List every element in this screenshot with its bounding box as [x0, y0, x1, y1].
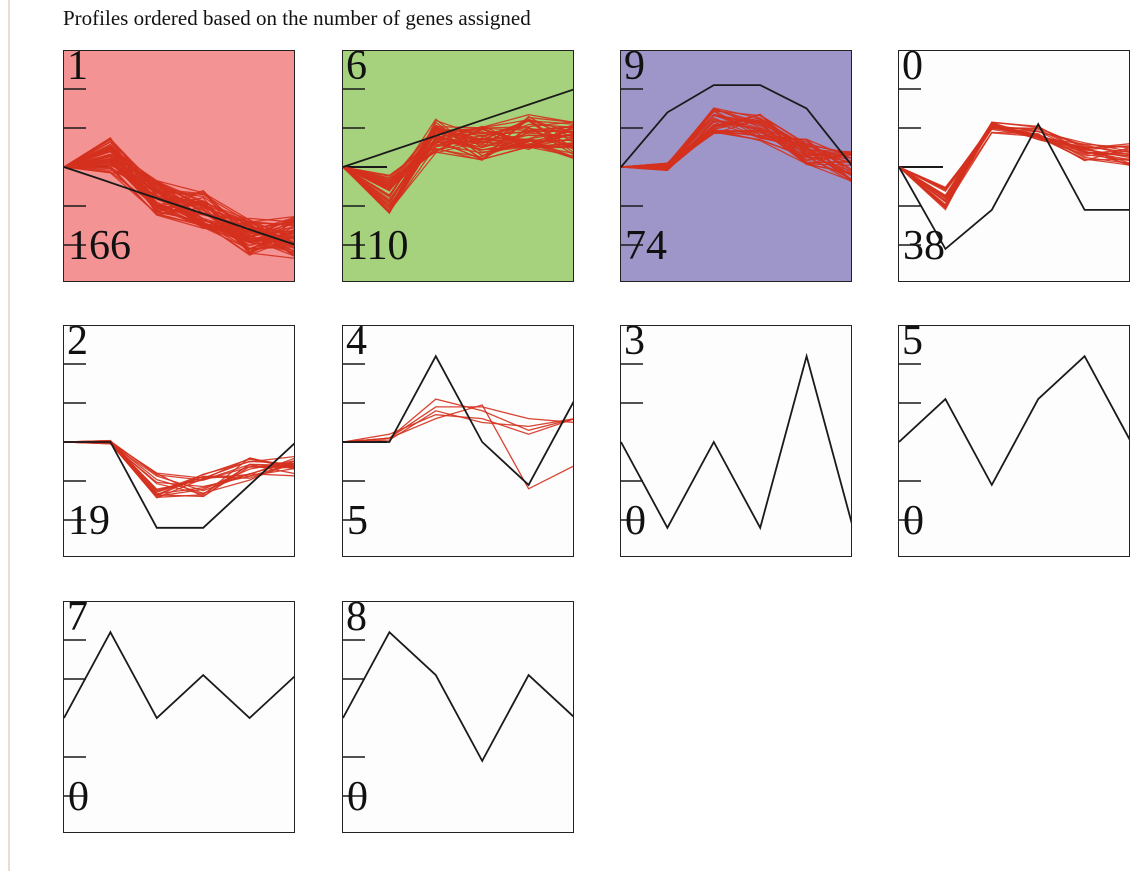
- profile-id-label: 9: [624, 50, 645, 89]
- gene-line: [64, 441, 294, 499]
- gene-line: [343, 128, 573, 213]
- profile-plot-7: [64, 630, 294, 797]
- profile-id-label: 6: [346, 50, 367, 89]
- gene-line: [621, 117, 851, 176]
- profile-panel-1: 1 166: [63, 50, 295, 282]
- gene-line: [343, 127, 573, 189]
- gene-line: [899, 126, 1129, 199]
- profile-id-label: 2: [67, 325, 88, 364]
- profile-plot-5: [899, 354, 1129, 521]
- profile-id-label: 3: [624, 325, 645, 364]
- left-rule: [8, 0, 10, 871]
- genes-assigned-label: 38: [903, 223, 945, 269]
- model-profile-line: [343, 88, 573, 168]
- genes-assigned-label: 166: [68, 223, 131, 269]
- gene-line: [343, 414, 573, 443]
- model-profile-line: [621, 352, 851, 531]
- gene-line: [899, 132, 1129, 208]
- genes-assigned-label: 5: [347, 498, 368, 544]
- gene-line: [343, 127, 573, 207]
- genes-assigned-label: 0: [625, 498, 646, 544]
- gene-line: [64, 163, 294, 226]
- model-profile-line: [899, 354, 1129, 487]
- model-profile-line: [343, 354, 573, 487]
- gene-line: [64, 141, 294, 250]
- profile-id-label: 1: [67, 50, 88, 89]
- gene-line: [64, 441, 294, 497]
- profile-plot-2: [64, 363, 294, 529]
- profile-plot-0: [899, 88, 1129, 251]
- genes-assigned-label: 74: [625, 223, 667, 269]
- profile-plot-4: [343, 354, 573, 521]
- profile-panel-2: 2 19: [63, 325, 295, 557]
- profile-plot-9: [621, 84, 851, 246]
- gene-line: [899, 121, 1129, 211]
- genes-assigned-label: 0: [903, 498, 924, 544]
- genes-assigned-label: 0: [68, 774, 89, 820]
- profile-panel-0: 0 38: [898, 50, 1130, 282]
- gene-line: [64, 441, 294, 498]
- page-title: Profiles ordered based on the number of …: [63, 6, 531, 30]
- genes-assigned-label: 110: [347, 223, 409, 269]
- profile-id-label: 4: [346, 325, 367, 364]
- gene-line: [64, 146, 294, 232]
- model-profile-line: [64, 166, 294, 246]
- gene-line: [343, 118, 573, 183]
- profile-plot-6: [343, 88, 573, 246]
- gene-line: [621, 130, 851, 175]
- genes-assigned-label: 19: [68, 498, 110, 544]
- gene-line: [64, 166, 294, 243]
- profile-plot-1: [64, 88, 294, 259]
- model-profile-line: [899, 122, 1129, 251]
- profile-panel-6: 6 110: [342, 50, 574, 282]
- gene-line: [621, 114, 851, 181]
- gene-line: [899, 127, 1129, 189]
- profile-id-label: 5: [902, 325, 923, 364]
- model-profile-line: [64, 630, 294, 720]
- gene-line: [64, 441, 294, 490]
- model-profile-line: [621, 84, 851, 168]
- gene-line: [343, 120, 573, 187]
- model-profile-line: [64, 441, 294, 529]
- gene-line: [343, 410, 573, 443]
- profile-id-label: 8: [346, 601, 367, 640]
- genes-assigned-label: 0: [347, 774, 368, 820]
- profile-plot-3: [621, 352, 851, 531]
- model-profile-line: [343, 630, 573, 763]
- profile-panel-9: 9 74: [620, 50, 852, 282]
- gene-line: [64, 150, 294, 242]
- gene-line: [899, 128, 1129, 191]
- gene-line: [621, 113, 851, 170]
- profile-id-label: 0: [902, 50, 923, 89]
- profile-id-label: 7: [67, 601, 88, 640]
- profile-plot-8: [343, 630, 573, 797]
- gene-line: [64, 155, 294, 246]
- gene-line: [621, 108, 851, 168]
- gene-line: [343, 404, 573, 490]
